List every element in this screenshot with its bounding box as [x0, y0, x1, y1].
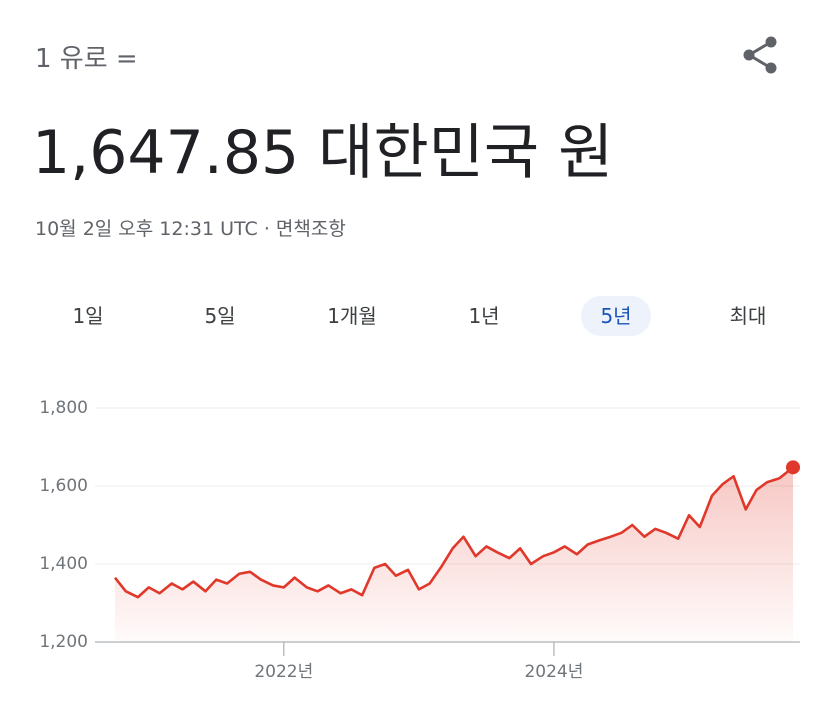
- prefix: 1 유로 =: [35, 44, 138, 74]
- share-icon[interactable]: [740, 34, 782, 76]
- tab[interactable]: 5년: [581, 296, 651, 336]
- area: [115, 467, 793, 642]
- line: [113, 466, 794, 599]
- y-tick-label: 1,200: [39, 632, 88, 652]
- y-tick-label: 1,400: [39, 554, 88, 574]
- separator: ·: [263, 218, 270, 240]
- x-tick-label: 2022년: [254, 662, 313, 682]
- tab[interactable]: 5일: [204, 304, 236, 328]
- value: 1,647.85 대한민국 원: [32, 118, 614, 188]
- tab[interactable]: 1개월: [327, 304, 377, 328]
- x-tick-label: 2024년: [524, 662, 583, 682]
- chart: 1,200 1,400 1,600 1,800 2022년 2024년: [39, 398, 800, 682]
- last-point: [786, 460, 800, 475]
- y-tick-label: 1,600: [39, 476, 88, 496]
- tab[interactable]: 1년: [468, 304, 500, 328]
- y-tick-label: 1,800: [39, 398, 88, 418]
- tab[interactable]: 최대: [729, 304, 767, 328]
- timestamp: 10월 2일 오후 12:31 UTC: [35, 218, 258, 240]
- tab[interactable]: 1일: [72, 304, 104, 328]
- disclaimer[interactable]: 면책조항: [275, 218, 346, 240]
- timestamp-row: 10월 2일 오후 12:31 UTC · 면책조항: [35, 214, 346, 241]
